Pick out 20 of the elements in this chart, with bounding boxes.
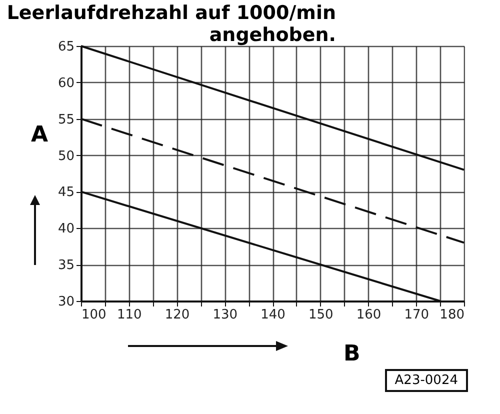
y-tick-label: 35: [58, 258, 74, 274]
y-tick-label: 30: [58, 294, 74, 310]
x-tick-label: 160: [356, 308, 382, 322]
x-tick-label: 100: [82, 308, 106, 322]
y-axis-title: A: [30, 122, 48, 148]
x-tick-label: 140: [260, 308, 286, 322]
y-tick-label: 55: [58, 112, 74, 128]
x-tick-label: 110: [116, 308, 142, 322]
x-tick-label: 170: [404, 308, 430, 322]
y-tick-label: 60: [58, 76, 74, 91]
text: A23-0024: [384, 369, 468, 392]
y-tick-label: 65: [58, 40, 74, 54]
x-axis-title: B: [344, 342, 360, 366]
x-tick-label: 180: [440, 308, 464, 322]
y-tick-label: 40: [58, 222, 74, 237]
x-tick-label: 150: [308, 308, 334, 322]
x-tick-label: 120: [164, 308, 190, 322]
y-tick-label: 50: [58, 148, 74, 164]
y-tick-label: 45: [58, 185, 74, 200]
x-tick-label: 130: [212, 308, 238, 322]
